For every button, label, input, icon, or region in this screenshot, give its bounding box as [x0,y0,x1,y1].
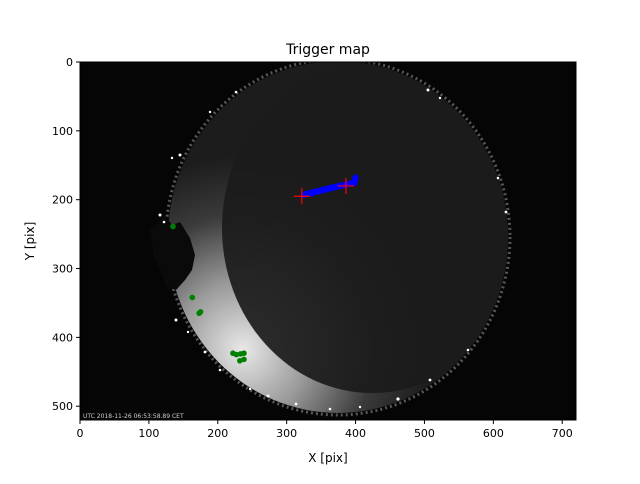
y-tick-label: 100 [52,125,73,138]
y-tick-label: 0 [66,56,73,69]
tree-silhouette [150,215,195,290]
x-tick-label: 600 [483,427,504,440]
x-tick-label: 200 [207,427,228,440]
x-tick-label: 500 [414,427,435,440]
track-endpoint-cross [293,188,310,205]
star-point [241,350,247,357]
y-axis-label: Y [pix] [23,222,37,262]
star-point [189,294,196,301]
x-axis: 0 100 200 300 400 500 600 700 [77,420,573,440]
chart-title: Trigger map [285,42,370,58]
dark-sky-region [222,63,508,393]
x-tick-label: 400 [345,427,366,440]
star-point [170,223,176,230]
data-marks [170,174,359,364]
y-tick-label: 400 [52,331,73,344]
track-endpoint-cross [337,177,354,194]
x-tick-label: 700 [552,427,573,440]
sky-image: UTC 2018-11-26 06:53:58.89 CET [80,62,576,420]
x-axis-label: X [pix] [308,451,347,465]
y-tick-label: 200 [52,194,73,207]
y-axis: 0 100 200 300 400 500 [52,56,80,413]
star-point [197,309,204,315]
trigger-point [352,174,359,181]
y-tick-label: 300 [52,263,73,276]
y-tick-label: 500 [52,400,73,413]
horizon-ring [164,62,512,417]
plot-frame [79,61,577,421]
x-tick-label: 100 [138,427,159,440]
timestamp-overlay: UTC 2018-11-26 06:53:58.89 CET [83,413,184,420]
x-tick-label: 0 [77,427,84,440]
star-point [241,356,247,363]
x-tick-label: 300 [276,427,297,440]
star-point [233,351,240,358]
horizon-lights [158,88,508,411]
